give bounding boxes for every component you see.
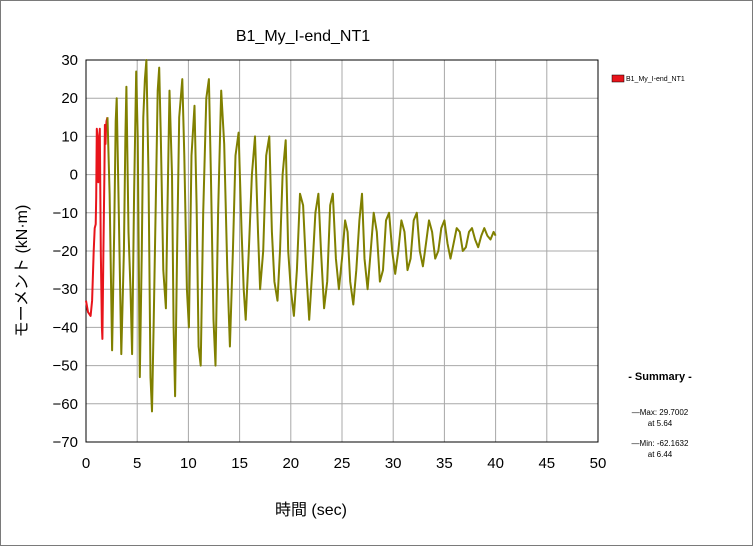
legend: B1_My_I-end_NT1 (611, 74, 685, 83)
summary-min: —Min: -62.1632 (632, 439, 689, 448)
x-tick-label: 20 (282, 455, 299, 472)
x-tick-label: 35 (436, 455, 453, 472)
y-tick-label: −40 (53, 319, 78, 336)
y-tick-label: 0 (70, 167, 78, 184)
series-group (85, 59, 497, 413)
x-tick-label: 5 (133, 455, 141, 472)
y-tick-label: −30 (53, 281, 78, 298)
x-tick-label: 10 (180, 455, 197, 472)
x-tick-label: 40 (487, 455, 504, 472)
summary-title: - Summary - (628, 371, 692, 383)
x-tick-label: 0 (82, 455, 90, 472)
x-axis-title: 時間 (sec) (275, 501, 347, 519)
legend-label: B1_My_I-end_NT1 (626, 76, 685, 83)
plot-border (85, 59, 599, 443)
summary-max: —Max: 29.7002 (632, 408, 689, 417)
y-tick-label: −70 (53, 434, 78, 451)
x-tick-label: 25 (334, 455, 351, 472)
y-tick-label: −20 (53, 243, 78, 260)
x-tick-label: 45 (538, 455, 555, 472)
y-tick-label: 10 (61, 128, 78, 145)
x-tick-label: 15 (231, 455, 248, 472)
chart-title: B1_My_I-end_NT1 (236, 28, 370, 45)
summary-min-at: at 6.44 (648, 450, 673, 459)
y-tick-label: −60 (53, 396, 78, 413)
y-tick-label: −10 (53, 205, 78, 222)
summary-box: - Summary - —Max: 29.7002 at 5.64 —Min: … (628, 371, 692, 459)
x-tick-label: 30 (385, 455, 402, 472)
x-tick-labels: 0 5 10 15 20 25 30 35 40 45 50 (82, 455, 607, 472)
y-tick-labels: 30 20 10 0 −10 −20 −30 −40 −50 −60 −70 (53, 52, 78, 451)
legend-swatch (611, 74, 625, 83)
y-tick-label: 30 (61, 52, 78, 69)
y-tick-label: 20 (61, 90, 78, 107)
x-tick-label: 50 (590, 455, 607, 472)
y-tick-label: −50 (53, 358, 78, 375)
summary-max-at: at 5.64 (648, 419, 673, 428)
series-line-0 (85, 117, 109, 340)
series-line-1 (106, 59, 497, 413)
y-axis-title: モーメント (kN·m) (14, 205, 31, 338)
